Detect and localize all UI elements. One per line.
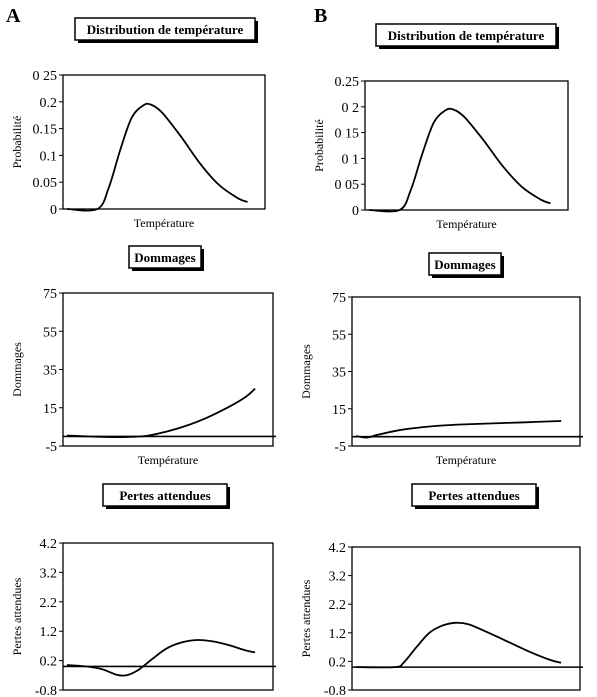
chart-5-ytick-label: 3.2	[40, 566, 58, 581]
chart-2-ytick-label: 0 05	[335, 178, 360, 193]
chart-4-series-line	[355, 420, 562, 439]
chart-3-plot-frame	[62, 292, 274, 447]
chart-5-plot-frame	[62, 542, 274, 691]
chart-4-title-box	[428, 252, 502, 276]
chart-3-ytick-label: 15	[43, 402, 57, 417]
chart-1-title-box	[74, 17, 256, 41]
chart-1-title: Distribution de température	[87, 22, 244, 37]
chart-1-xlabel: Température	[134, 216, 194, 230]
chart-4-ytick-label: 35	[332, 366, 346, 381]
chart-3-ytick-label: 55	[43, 325, 57, 340]
chart-2-ytick-label: 0.25	[335, 75, 360, 90]
chart-4-xlabel: Température	[436, 453, 496, 467]
chart-6-title-box	[411, 483, 537, 507]
chart-2-ytick-label: 0 1	[342, 152, 360, 167]
chart-6-title: Pertes attendues	[428, 488, 519, 503]
panel-label-b: B	[314, 5, 327, 27]
chart-2-ytick-label: 0 2	[342, 101, 360, 116]
chart-6-ytick-label: -0.8	[324, 684, 346, 697]
chart-2-title: Distribution de température	[388, 28, 545, 43]
chart-5-ytick-label: 2.2	[40, 596, 58, 611]
chart-3-title-box	[128, 245, 202, 269]
panel-label-a: A	[6, 5, 21, 27]
chart-3-ytick-label: 75	[43, 287, 57, 302]
chart-2-ytick-label: 0	[352, 204, 359, 219]
chart-1-series-line	[66, 102, 248, 212]
chart-2-series-line	[368, 107, 551, 213]
chart-6-ytick-label: 2.2	[329, 598, 347, 613]
chart-4-title: Dommages	[434, 257, 495, 272]
chart-5-title: Pertes attendues	[119, 488, 210, 503]
chart-4-ytick-label: 55	[332, 328, 346, 343]
chart-5-title-box	[102, 483, 228, 507]
chart-1-ytick-label: 0.05	[33, 176, 58, 191]
chart-6-plot-frame	[351, 546, 581, 691]
chart-4-ylabel: Dommages	[299, 344, 313, 399]
chart-1-plot-frame	[62, 74, 266, 210]
chart-1-ytick-label: 0 25	[33, 69, 58, 84]
chart-5-ytick-label: 1.2	[40, 625, 58, 640]
chart-1-ylabel: Probabilité	[10, 116, 24, 169]
chart-3-ytick-label: 35	[43, 364, 57, 379]
chart-6-ylabel: Pertes attendues	[299, 579, 313, 657]
chart-2-xlabel: Température	[436, 217, 496, 231]
chart-4-ytick-label: 15	[332, 403, 346, 418]
chart-2-ylabel: Probabilité	[312, 119, 326, 172]
chart-5-ytick-label: -0.8	[35, 684, 57, 697]
chart-2-plot-frame	[364, 80, 569, 211]
chart-1-ytick-label: 0.15	[33, 123, 58, 138]
chart-6-series-line	[355, 621, 562, 669]
chart-6-ytick-label: 4.2	[329, 541, 347, 556]
chart-2-title-box	[375, 23, 557, 47]
chart-4-ytick-label: 75	[332, 291, 346, 306]
chart-3-title: Dommages	[134, 250, 195, 265]
chart-5-series-line	[66, 639, 256, 677]
chart-6-ytick-label: 1.2	[329, 627, 347, 642]
chart-1-ytick-label: 0.1	[40, 149, 58, 164]
chart-5-ylabel: Pertes attendues	[10, 577, 24, 655]
chart-3-ylabel: Dommages	[10, 342, 24, 397]
chart-1-ytick-label: 0	[50, 203, 57, 218]
chart-3-xlabel: Température	[138, 453, 198, 467]
chart-4-ytick-label: -5	[334, 440, 346, 455]
chart-5-ytick-label: 4.2	[40, 537, 58, 552]
chart-5-ytick-label: 0.2	[40, 655, 58, 670]
chart-3-ytick-label: -5	[45, 440, 57, 455]
chart-2-ytick-label: 0 15	[335, 127, 360, 142]
chart-3-series-line	[66, 387, 256, 439]
chart-6-ytick-label: 0.2	[329, 655, 347, 670]
chart-1-ytick-label: 0.2	[40, 96, 58, 111]
chart-6-ytick-label: 3.2	[329, 570, 347, 585]
